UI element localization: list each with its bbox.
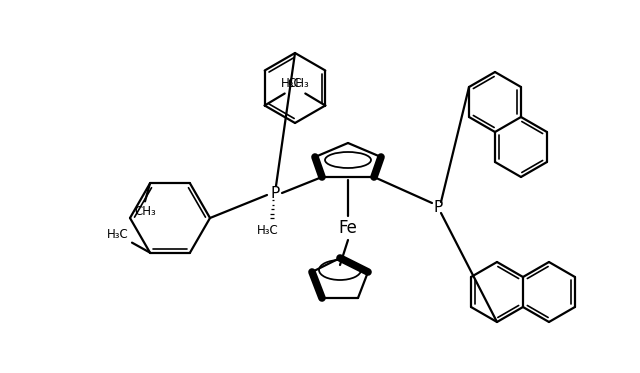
Text: CH₃: CH₃ bbox=[134, 205, 156, 218]
Text: CH₃: CH₃ bbox=[288, 77, 309, 90]
Text: P: P bbox=[270, 185, 280, 201]
Text: Fe: Fe bbox=[339, 219, 357, 237]
Text: H₃C: H₃C bbox=[108, 228, 129, 241]
Text: H₃C: H₃C bbox=[257, 223, 279, 236]
Text: H₃C: H₃C bbox=[280, 77, 302, 90]
Text: P: P bbox=[433, 201, 443, 216]
